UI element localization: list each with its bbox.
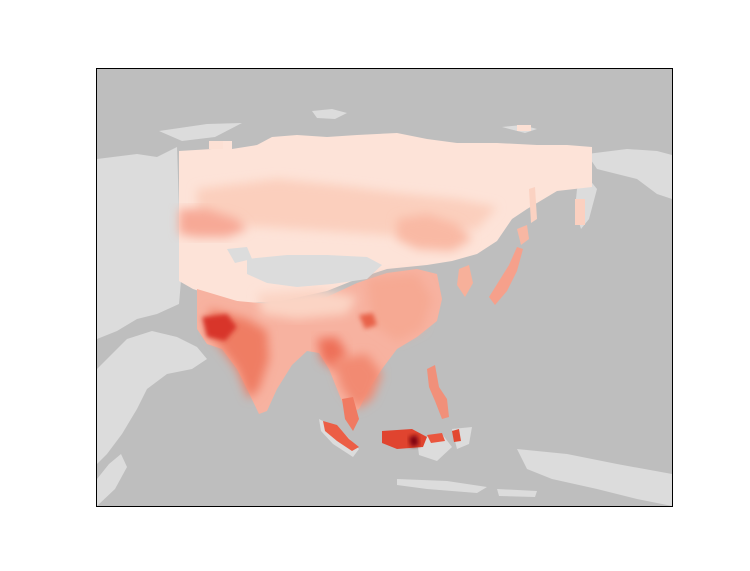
heatmap-gujarat-hotspot [202,314,237,341]
heatmap-manchuria [397,214,472,251]
heatmap-japan [489,247,523,305]
nodata-gobi [247,255,382,287]
nodata-tarim [227,247,252,263]
heatmap-sulawesi [427,433,445,443]
map-canvas [97,69,672,506]
arctic-island [159,123,242,141]
heatmap-sumatra [323,421,359,451]
timor [497,489,537,497]
northeast-siberia [587,149,672,199]
heatmap-tibet-light [257,289,357,319]
heatmap-sichuan-spot [359,313,377,329]
heatmap-malay-peninsula [342,397,359,431]
heatmap-borneo-hotspot [409,435,419,447]
arabia-landmass [97,331,207,464]
heatmap-philippines [427,365,449,419]
arctic-island-2 [312,109,347,119]
heatmap-kazakh-band [179,209,247,237]
java [397,479,487,493]
heatmap-korea [457,265,473,297]
new-guinea [517,449,672,506]
heatmap-kamchatka-speck [575,199,585,225]
europe-landmass [97,147,182,339]
heatmap-arctic-speck-2 [517,125,531,131]
heatmap-sakhalin [529,187,537,223]
heatmap-moluccas [452,429,461,442]
heatmap-hokkaido [517,225,529,245]
africa-horn [97,454,127,506]
heatmap-layer [179,125,592,451]
heatmap-indochina [332,354,382,409]
map-panel [96,68,673,507]
heatmap-china-east [367,274,432,341]
heatmap-arctic-speck [209,141,223,149]
